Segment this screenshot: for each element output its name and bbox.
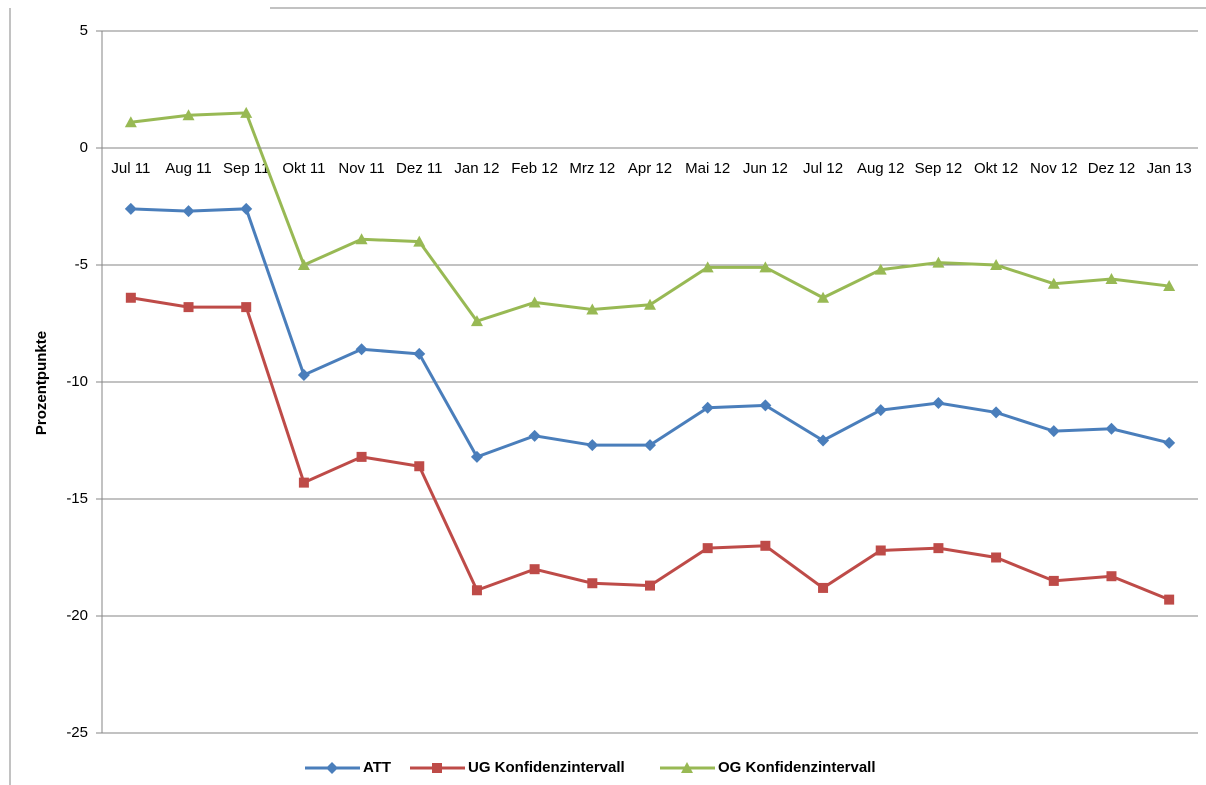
x-tick-label: Sep 11 bbox=[223, 160, 269, 177]
marker bbox=[182, 109, 195, 121]
marker bbox=[701, 401, 714, 414]
x-tick-label: Mai 12 bbox=[685, 160, 730, 177]
x-tick-label: Jun 12 bbox=[743, 160, 788, 177]
marker bbox=[932, 397, 945, 410]
x-tick-label: Jul 11 bbox=[111, 160, 150, 177]
marker bbox=[1105, 422, 1118, 435]
marker bbox=[1163, 436, 1176, 449]
marker bbox=[297, 368, 310, 381]
x-tick-label: Jul 12 bbox=[803, 160, 843, 177]
marker bbox=[1048, 575, 1059, 586]
x-tick-label: Jan 13 bbox=[1147, 160, 1192, 177]
marker bbox=[413, 235, 426, 247]
marker bbox=[528, 429, 541, 442]
y-tick-label: -20 bbox=[66, 607, 88, 624]
x-tick-label: Jan 12 bbox=[454, 160, 499, 177]
series-line bbox=[130, 111, 1170, 323]
marker bbox=[932, 256, 945, 268]
marker bbox=[297, 259, 310, 270]
marker bbox=[818, 582, 829, 593]
x-tick-label: Okt 12 bbox=[974, 160, 1018, 177]
y-axis-label: Prozentpunkte bbox=[33, 331, 50, 435]
marker bbox=[356, 451, 367, 462]
x-tick-label: Aug 11 bbox=[165, 160, 211, 177]
legend-label: OG Konfidenzintervall bbox=[718, 759, 876, 776]
marker bbox=[355, 233, 368, 245]
marker bbox=[414, 461, 425, 472]
marker bbox=[874, 404, 887, 417]
marker bbox=[933, 543, 944, 554]
marker bbox=[760, 540, 771, 551]
marker bbox=[470, 450, 483, 463]
x-tick-label: Dez 11 bbox=[396, 160, 442, 177]
y-tick-label: -15 bbox=[66, 490, 88, 507]
marker bbox=[1047, 425, 1060, 438]
marker bbox=[471, 585, 482, 596]
marker bbox=[241, 302, 252, 313]
legend-label: ATT bbox=[363, 759, 391, 776]
marker bbox=[470, 315, 483, 327]
y-tick-label: -25 bbox=[66, 724, 88, 741]
marker bbox=[586, 303, 599, 315]
x-tick-label: Apr 12 bbox=[628, 160, 672, 177]
marker bbox=[125, 292, 136, 303]
marker bbox=[875, 545, 886, 556]
marker bbox=[1047, 277, 1060, 289]
marker bbox=[817, 291, 830, 303]
x-tick-label: Okt 11 bbox=[282, 160, 325, 177]
marker bbox=[1163, 280, 1176, 292]
y-tick-label: -10 bbox=[66, 373, 88, 390]
marker bbox=[587, 578, 598, 589]
marker bbox=[701, 261, 714, 273]
marker bbox=[182, 205, 195, 218]
legend-label: UG Konfidenzintervall bbox=[468, 759, 625, 776]
marker bbox=[759, 399, 772, 412]
marker bbox=[240, 106, 253, 118]
x-tick-label: Dez 12 bbox=[1088, 160, 1136, 177]
marker bbox=[528, 296, 541, 308]
marker bbox=[644, 298, 656, 310]
x-tick-label: Aug 12 bbox=[857, 160, 905, 177]
marker bbox=[413, 347, 426, 360]
marker bbox=[432, 763, 442, 773]
marker bbox=[759, 261, 772, 273]
marker bbox=[586, 439, 599, 452]
marker bbox=[990, 406, 1003, 419]
marker bbox=[817, 434, 830, 447]
marker bbox=[124, 202, 137, 215]
y-tick-label: 5 bbox=[80, 22, 88, 39]
y-tick-label: 0 bbox=[80, 139, 88, 156]
marker bbox=[874, 263, 887, 275]
marker bbox=[681, 762, 693, 773]
x-tick-label: Mrz 12 bbox=[569, 160, 615, 177]
series-line bbox=[130, 207, 1170, 459]
x-tick-label: Nov 11 bbox=[338, 160, 384, 177]
marker bbox=[124, 116, 137, 128]
marker bbox=[1164, 594, 1175, 605]
marker bbox=[298, 477, 309, 488]
marker bbox=[529, 564, 540, 575]
marker bbox=[990, 259, 1003, 270]
marker bbox=[1105, 273, 1118, 285]
marker bbox=[1106, 571, 1117, 582]
marker bbox=[326, 762, 338, 774]
x-tick-label: Nov 12 bbox=[1030, 160, 1078, 177]
x-tick-label: Feb 12 bbox=[511, 160, 558, 177]
marker bbox=[645, 580, 655, 591]
marker bbox=[991, 552, 1002, 563]
x-tick-label: Sep 12 bbox=[915, 160, 963, 177]
y-tick-label: -5 bbox=[75, 256, 88, 273]
marker bbox=[644, 439, 656, 452]
marker bbox=[355, 343, 368, 356]
marker bbox=[240, 202, 253, 215]
marker bbox=[702, 543, 713, 554]
marker bbox=[183, 302, 194, 313]
